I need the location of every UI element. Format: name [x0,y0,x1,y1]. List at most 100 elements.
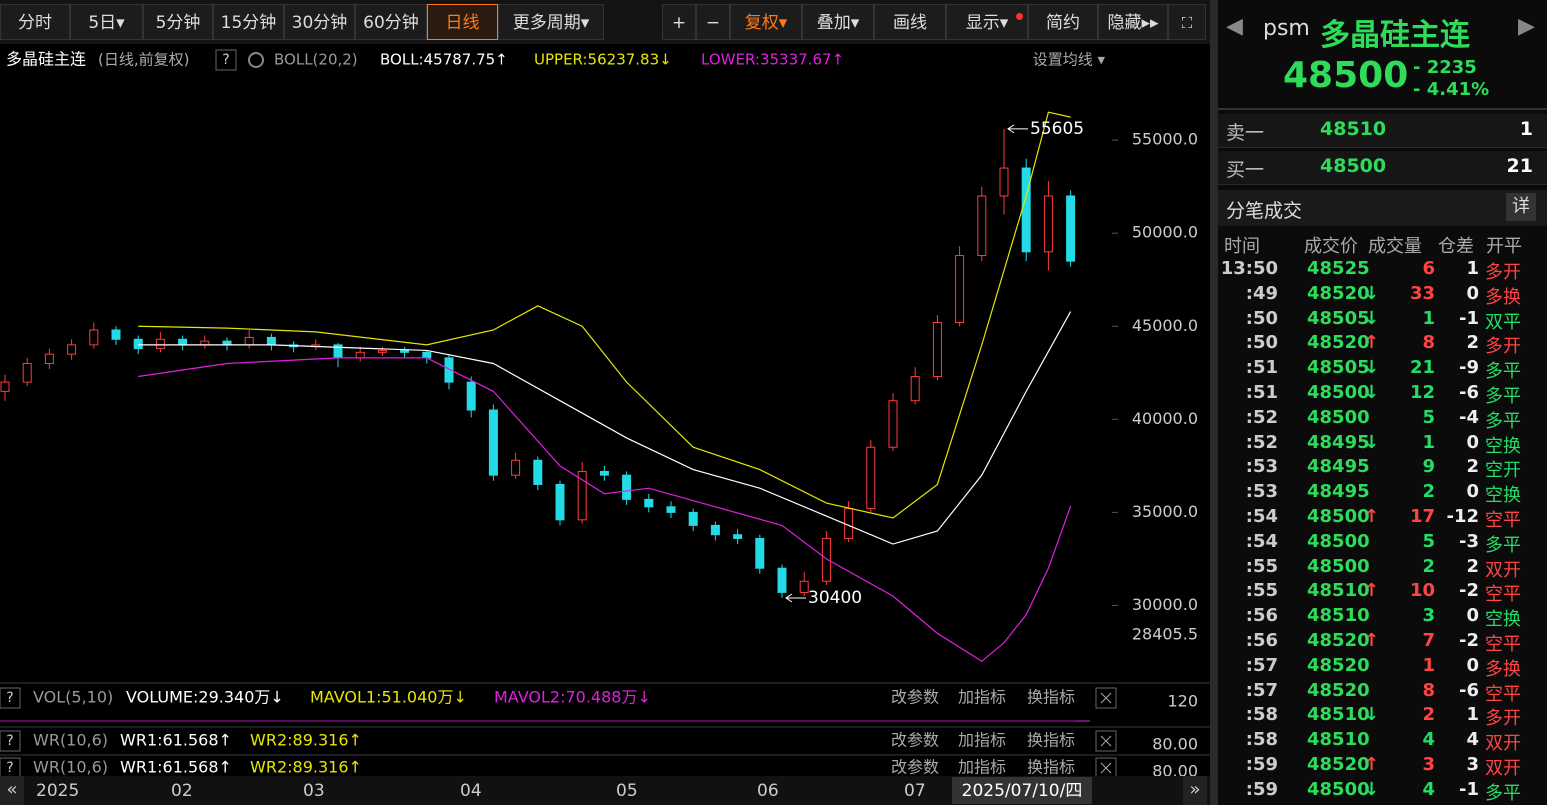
x-tick-label: 02 [171,781,193,801]
tick-volume: 9 [1422,456,1435,478]
tick-oi: 0 [1466,654,1479,676]
column-header: 仓差 [1438,236,1474,257]
divider [1218,108,1547,110]
tick-time: :50 [1245,332,1278,354]
tool-button[interactable]: 叠加▾ [802,4,874,40]
tick-type: 空平 [1485,510,1521,531]
help-box[interactable] [215,49,237,71]
panel-button[interactable]: 加指标 [958,688,1006,707]
tool-button[interactable]: + [662,4,696,40]
panel-button[interactable]: 换指标 [1027,688,1075,707]
tick-type: 多平 [1485,361,1521,383]
tool-button[interactable]: 显示▾ [946,4,1028,40]
candle-body [733,534,743,539]
y-tick-label: 45000.0 [1132,316,1198,335]
tick-type: 多开 [1485,708,1521,730]
help-box[interactable] [0,687,21,709]
period-button[interactable]: 日线 [427,4,498,40]
tool-button[interactable]: − [696,4,730,40]
help-box[interactable] [0,730,21,752]
tick-type: 空平 [1485,584,1521,606]
candle-body [1021,167,1031,253]
candle-body [821,537,831,582]
detail-button[interactable]: 详 [1506,193,1536,221]
tick-time: :56 [1245,630,1278,651]
ma-settings[interactable]: 设置均线 ▾ [1033,51,1106,69]
tick-arrow: ↓ [1364,282,1380,304]
candle-body [688,511,698,526]
tick-oi: -6 [1459,382,1479,403]
tick-price: 48520 [1307,754,1370,775]
period-button[interactable]: 分时 [0,4,70,40]
panel-value: MAVOL2:70.488万↓ [494,688,651,707]
tick-price: 48520 [1307,332,1370,354]
x-tick-label: 04 [460,781,482,801]
tick-time: :54 [1245,530,1278,552]
tick-arrow: ↓ [1364,431,1380,453]
tick-arrow: ↓ [1364,382,1380,403]
panel-label: VOL(5,10) [33,688,113,707]
last-price: 48500 [1283,55,1409,96]
candle-body [599,470,609,476]
x-tick-label: 07 [904,781,926,801]
candle-body [444,357,454,383]
book-row-bg [1218,151,1547,185]
y-tick-label: 50000.0 [1132,223,1198,242]
panel-button[interactable]: 加指标 [958,731,1006,750]
candle-body [866,446,876,510]
panel-button[interactable]: 换指标 [1027,731,1075,750]
candle-body [666,506,676,513]
tick-time: :53 [1245,481,1278,503]
tick-arrow: ↑ [1364,630,1380,651]
panel-button[interactable]: 换指标 [1027,758,1075,777]
period-button[interactable]: 60分钟 [355,4,427,40]
quote-panel: ◀ ▶ psm 多晶硅主连 48500- 2235- 4.41% 卖一 48510 1 买一 48… [1218,0,1547,805]
tick-volume: 4 [1422,729,1435,751]
tick-price: 48520 [1307,282,1370,304]
fullscreen-button[interactable]: ⛶ [1168,4,1206,40]
scroll-left[interactable] [0,776,24,805]
tick-volume: 8 [1422,332,1435,354]
candle-body [622,474,632,500]
tool-button[interactable]: 简约 [1028,4,1098,40]
tick-time: :51 [1245,357,1278,379]
tick-type: 空平 [1485,634,1521,655]
book-price: 48510 [1320,118,1387,140]
panel-button[interactable]: 加指标 [958,758,1006,777]
candle-body [178,338,188,346]
candle-body [244,336,254,346]
tick-price: 48495 [1307,456,1370,478]
panel-button[interactable]: 改参数 [891,688,939,707]
tick-type: 双开 [1485,559,1521,581]
settings-icon[interactable] [248,52,264,68]
tick-oi: 1 [1466,704,1479,726]
tick-type: 多平 [1485,410,1521,432]
tick-volume: 10 [1409,580,1435,602]
period-button[interactable]: 15分钟 [213,4,284,40]
tick-time: :57 [1245,654,1278,676]
scroll-right[interactable] [1183,776,1207,805]
period-button[interactable]: 更多周期▾ [498,4,604,40]
tool-button[interactable]: 复权▾ [730,4,802,40]
candle-body [377,349,387,353]
book-volume: 21 [1506,155,1533,177]
tool-button[interactable]: 隐藏▸▸ [1098,4,1168,40]
panel-button[interactable]: 改参数 [891,731,939,750]
candle-body [44,353,54,364]
tick-arrow: ↓ [1364,357,1380,379]
tick-type: 多换 [1485,658,1521,680]
indicator-value: BOLL:45787.75↑ [380,51,508,69]
tool-button[interactable]: 画线 [874,4,946,40]
splitter[interactable] [1210,0,1218,805]
tick-oi: 0 [1466,481,1479,503]
candle-body [400,349,410,353]
close-button[interactable] [1095,687,1117,709]
period-button[interactable]: 5分钟 [143,4,213,40]
period-button[interactable]: 30分钟 [284,4,355,40]
close-button[interactable] [1095,730,1117,752]
close-icon [1100,762,1112,774]
tick-time: 13:50 [1220,258,1278,279]
tick-type: 双平 [1485,311,1521,333]
panel-button[interactable]: 改参数 [891,758,939,777]
period-button[interactable]: 5日▾ [70,4,143,40]
